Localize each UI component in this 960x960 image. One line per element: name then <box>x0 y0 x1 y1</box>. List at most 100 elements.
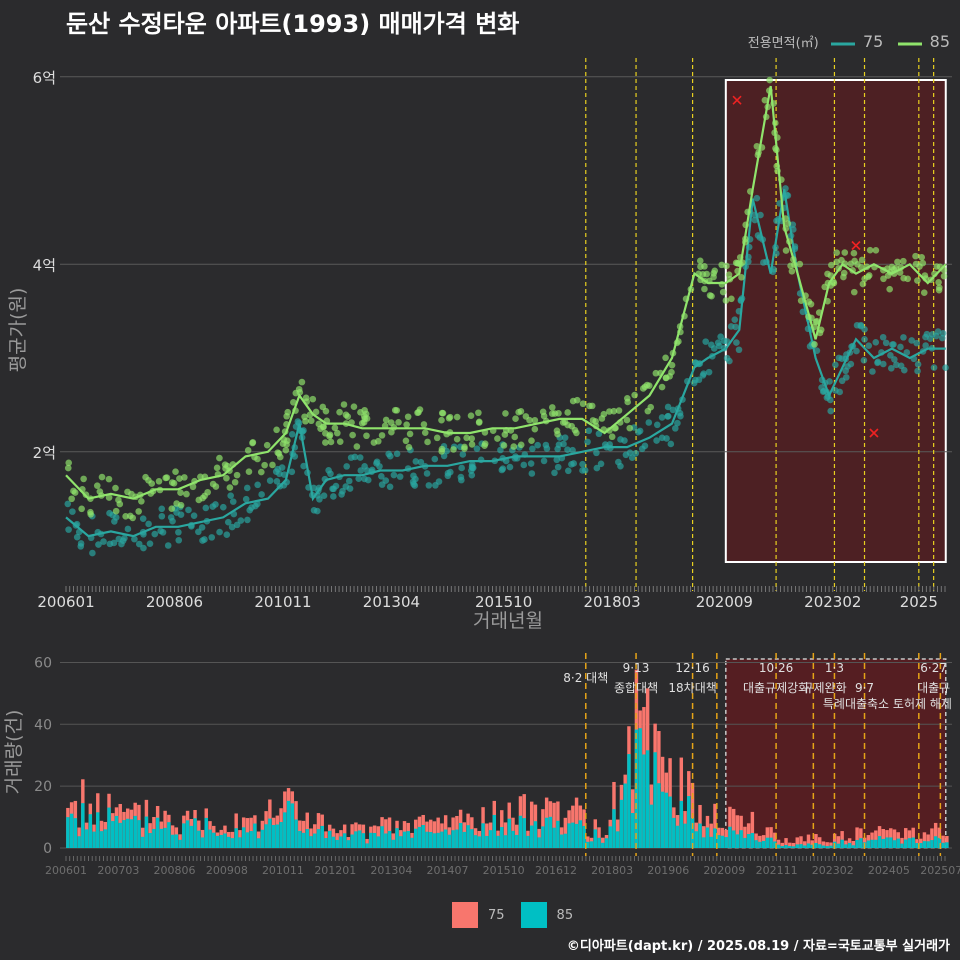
volume-bar-85 <box>945 842 949 848</box>
price-y-axis-label: 평균가(원) <box>7 288 29 373</box>
price-point-75 <box>658 414 666 421</box>
volume-bar-85 <box>821 845 826 848</box>
volume-bar-85 <box>563 833 568 848</box>
volume-bar-85 <box>275 824 280 848</box>
price-point-85 <box>573 396 581 404</box>
price-point-85 <box>811 341 818 348</box>
volume-bar-85 <box>500 827 504 848</box>
price-point-85 <box>623 394 631 402</box>
volume-bar-85 <box>795 844 799 848</box>
price-point-75 <box>826 378 833 385</box>
price-point-75 <box>880 360 887 368</box>
volume-x-tick-6: 201304 <box>370 864 412 877</box>
volume-bar-75 <box>713 803 717 848</box>
price-point-85 <box>98 473 106 481</box>
price-point-85 <box>697 263 704 270</box>
volume-bar-85 <box>234 828 238 848</box>
volume-bar-75 <box>821 841 826 848</box>
price-point-75 <box>560 440 567 448</box>
price-point-85 <box>502 410 509 417</box>
price-point-75 <box>145 520 152 528</box>
price-point-75 <box>570 460 578 467</box>
volume-bar-85 <box>256 838 261 848</box>
volume-bar-85 <box>694 831 698 848</box>
volume-bar-85 <box>552 827 556 848</box>
price-point-75 <box>529 445 536 453</box>
volume-bar-85 <box>260 829 265 848</box>
price-point-75 <box>219 503 227 511</box>
price-point-75 <box>897 343 904 351</box>
price-outlier-1 <box>851 240 861 251</box>
volume-bar-85 <box>735 834 740 848</box>
price-point-85 <box>703 270 711 278</box>
price-point-75 <box>872 339 880 346</box>
price-point-75 <box>753 194 761 202</box>
volume-bar-85 <box>803 845 807 848</box>
volume-bar-85 <box>496 835 500 848</box>
volume-bar-85 <box>649 804 654 848</box>
volume-bar-85 <box>144 816 149 848</box>
volume-bar-85 <box>69 813 74 848</box>
price-point-85 <box>608 433 616 441</box>
volume-bar-85 <box>582 825 586 848</box>
price-point-75 <box>146 540 154 547</box>
price-point-85 <box>177 489 184 496</box>
price-point-75 <box>386 483 394 491</box>
price-point-75 <box>861 336 868 343</box>
price-point-85 <box>115 496 122 504</box>
volume-bar-85 <box>653 752 657 848</box>
volume-bar-85 <box>507 818 511 848</box>
price-point-85 <box>209 480 217 488</box>
price-point-85 <box>64 464 72 472</box>
volume-bar-85 <box>212 832 216 848</box>
price-point-75 <box>692 376 699 384</box>
volume-legend: 75 85 <box>452 902 573 928</box>
price-point-75 <box>327 470 334 478</box>
price-point-75 <box>527 460 535 467</box>
price-point-75 <box>702 338 710 345</box>
volume-bar-85 <box>765 837 770 848</box>
volume-bar-85 <box>432 833 437 848</box>
volume-bar-85 <box>96 812 100 848</box>
price-point-85 <box>522 413 530 420</box>
volume-bar-85 <box>724 837 728 848</box>
volume-bar-85 <box>567 823 571 848</box>
price-point-85 <box>510 443 518 450</box>
price-point-85 <box>708 292 715 300</box>
price-point-85 <box>528 437 535 444</box>
volume-bar-85 <box>776 844 781 848</box>
volume-bar-85 <box>485 835 489 848</box>
price-point-75 <box>714 339 722 346</box>
price-point-75 <box>664 403 672 411</box>
price-point-75 <box>330 493 337 500</box>
price-point-75 <box>667 440 675 448</box>
volume-bar-85 <box>470 829 474 848</box>
volume-bar-85 <box>103 829 107 848</box>
price-point-75 <box>827 407 835 415</box>
price-point-85 <box>302 417 309 425</box>
price-point-75 <box>446 468 454 476</box>
volume-bar-85 <box>178 839 182 848</box>
price-point-75 <box>669 406 677 414</box>
price-point-75 <box>373 458 381 466</box>
price-point-75 <box>506 463 514 471</box>
volume-bar-85 <box>185 820 190 848</box>
price-point-75 <box>382 477 390 484</box>
price-point-85 <box>363 432 370 440</box>
price-point-85 <box>204 488 211 496</box>
volume-bar-85 <box>88 814 93 848</box>
volume-bar-75 <box>806 834 811 848</box>
volume-bar-75 <box>941 835 945 848</box>
price-point-85 <box>476 418 483 426</box>
price-point-85 <box>438 445 446 453</box>
price-outlier-0 <box>732 95 742 105</box>
price-point-85 <box>828 261 835 269</box>
price-point-85 <box>320 423 327 431</box>
price-point-85 <box>438 409 446 417</box>
price-point-75 <box>903 349 911 356</box>
legend-label-85: 85 <box>929 32 950 51</box>
volume-x-tick-11: 201906 <box>647 864 689 877</box>
volume-bar-85 <box>137 820 141 848</box>
price-point-85 <box>189 483 197 491</box>
price-point-85 <box>135 508 142 515</box>
